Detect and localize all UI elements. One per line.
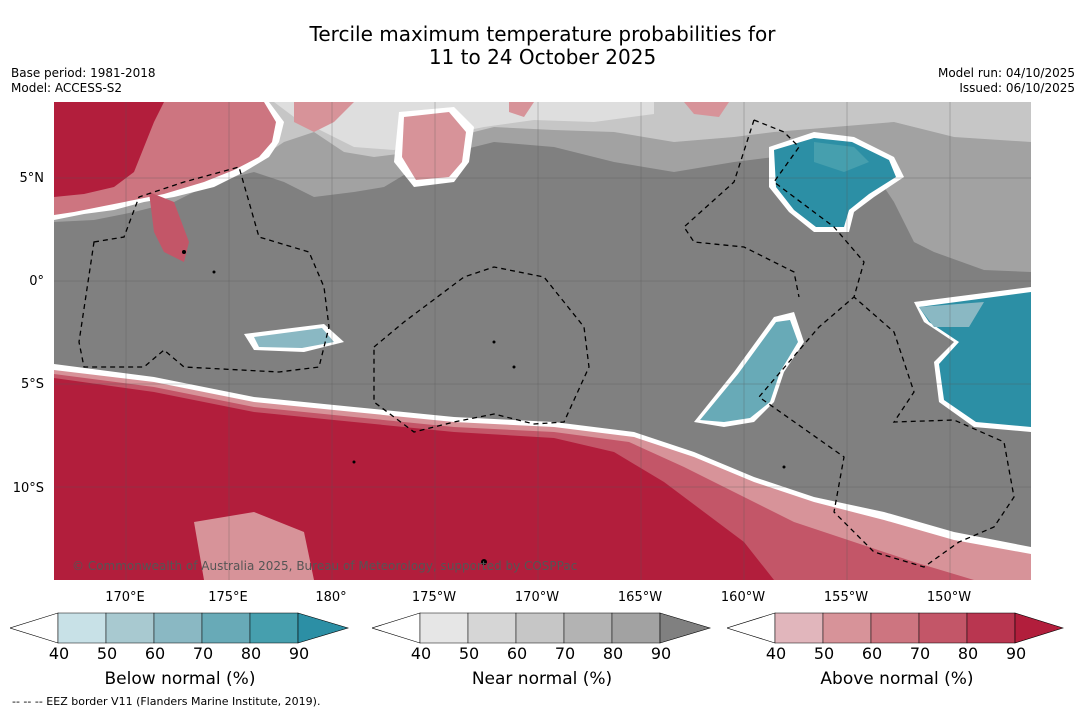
colorbar-tick: 50 [813,644,835,663]
colorbar-tick: 80 [240,644,262,663]
colorbar-bin [105,612,155,644]
colorbar-bin [966,612,1016,644]
colorbar-low-arrow [10,612,59,644]
colorbar-bin [774,612,824,644]
above-normal-50-n [402,112,466,180]
colorbar-bin [563,612,613,644]
colorbar-tick: 60 [506,644,528,663]
above-normal-90-nw [54,102,164,197]
colorbar-tick: 60 [144,644,166,663]
colorbar-bin [611,612,661,644]
near-normal-40-north [54,102,1031,212]
model-name: Model: ACCESS-S2 [11,81,123,95]
colorbar-low-arrow [727,612,776,644]
colorbar-below-normal [10,612,350,644]
colorbar-bin [419,612,469,644]
colorbar-tick: 60 [861,644,883,663]
above-normal-patch-s [194,512,314,580]
colorbar-bin [201,612,251,644]
lon-label: 175°W [411,590,457,605]
lon-label: 155°W [823,590,869,605]
colorbar-tick: 90 [650,644,672,663]
lon-label: 170°W [514,590,560,605]
title-line-1: Tercile maximum temperature probabilitie… [309,22,776,46]
colorbar-bin [918,612,968,644]
colorbar-bin [153,612,203,644]
above-normal-patch-3 [684,102,729,117]
colorbar-near-normal [372,612,712,644]
graticule [54,102,1031,580]
islands [182,250,786,565]
colorbar-high-arrow [1014,612,1065,644]
lat-label: 0° [29,274,44,289]
colorbar-title: Below normal (%) [104,669,256,689]
colorbar-bin [822,612,872,644]
lon-label: 150°W [926,590,972,605]
meta-right: Model run: 04/10/2025 Issued: 06/10/2025 [938,66,1075,96]
colorbar-tick: 40 [765,644,787,663]
title-line-2: 11 to 24 October 2025 [428,45,657,69]
below-normal-70-se [700,320,798,422]
colorbar-tick: 40 [48,644,70,663]
base-period: Base period: 1981-2018 [11,66,156,80]
eez-footnote: -- -- -- EEZ border V11 (Flanders Marine… [12,695,321,708]
colorbar-tick: 80 [957,644,979,663]
colorbar-bin [515,612,565,644]
eez-borders [78,119,1015,568]
colorbar-title: Near normal (%) [471,669,613,689]
issued-date: Issued: 06/10/2025 [959,81,1075,95]
colorbar-bin [467,612,517,644]
colorbar-tick: 70 [192,644,214,663]
model-run: Model run: 04/10/2025 [937,66,1075,80]
colorbar-low-arrow [372,612,421,644]
lon-label: 180° [315,590,347,605]
lat-label: 5°N [19,171,45,186]
colorbar-tick: 50 [458,644,480,663]
colorbar-above-normal [727,612,1065,644]
colorbar-bin [249,612,299,644]
below-normal-60-e [919,302,984,327]
above-normal-patch [294,102,354,132]
colorbar-title: Above normal (%) [820,669,974,689]
lon-label: 160°W [720,590,766,605]
colorbar-high-arrow [659,612,712,644]
colorbar-tick: 90 [1005,644,1027,663]
lat-label: 10°S [12,481,44,496]
probability-map [54,102,1031,580]
colorbar-tick: 50 [96,644,118,663]
above-normal-tongue [149,192,189,262]
above-normal-patch-2 [509,102,534,117]
lon-label: 170°E [105,590,145,605]
below-normal-80-ne [814,142,869,172]
colorbar-tick: 90 [288,644,310,663]
lon-label: 175°E [208,590,248,605]
colorbar-bin [57,612,107,644]
colorbar-tick: 70 [909,644,931,663]
copyright-notice: © Commonwealth of Australia 2025, Bureau… [72,559,578,573]
meta-left: Base period: 1981-2018 Model: ACCESS-S2 [11,66,156,96]
lat-label: 5°S [20,377,44,392]
colorbar-tick: 70 [554,644,576,663]
colorbar-high-arrow [297,612,350,644]
below-normal-60-eq [254,328,334,348]
colorbar-tick: 80 [602,644,624,663]
colorbar-tick: 40 [410,644,432,663]
colorbar-bin [870,612,920,644]
lon-label: 165°W [617,590,663,605]
